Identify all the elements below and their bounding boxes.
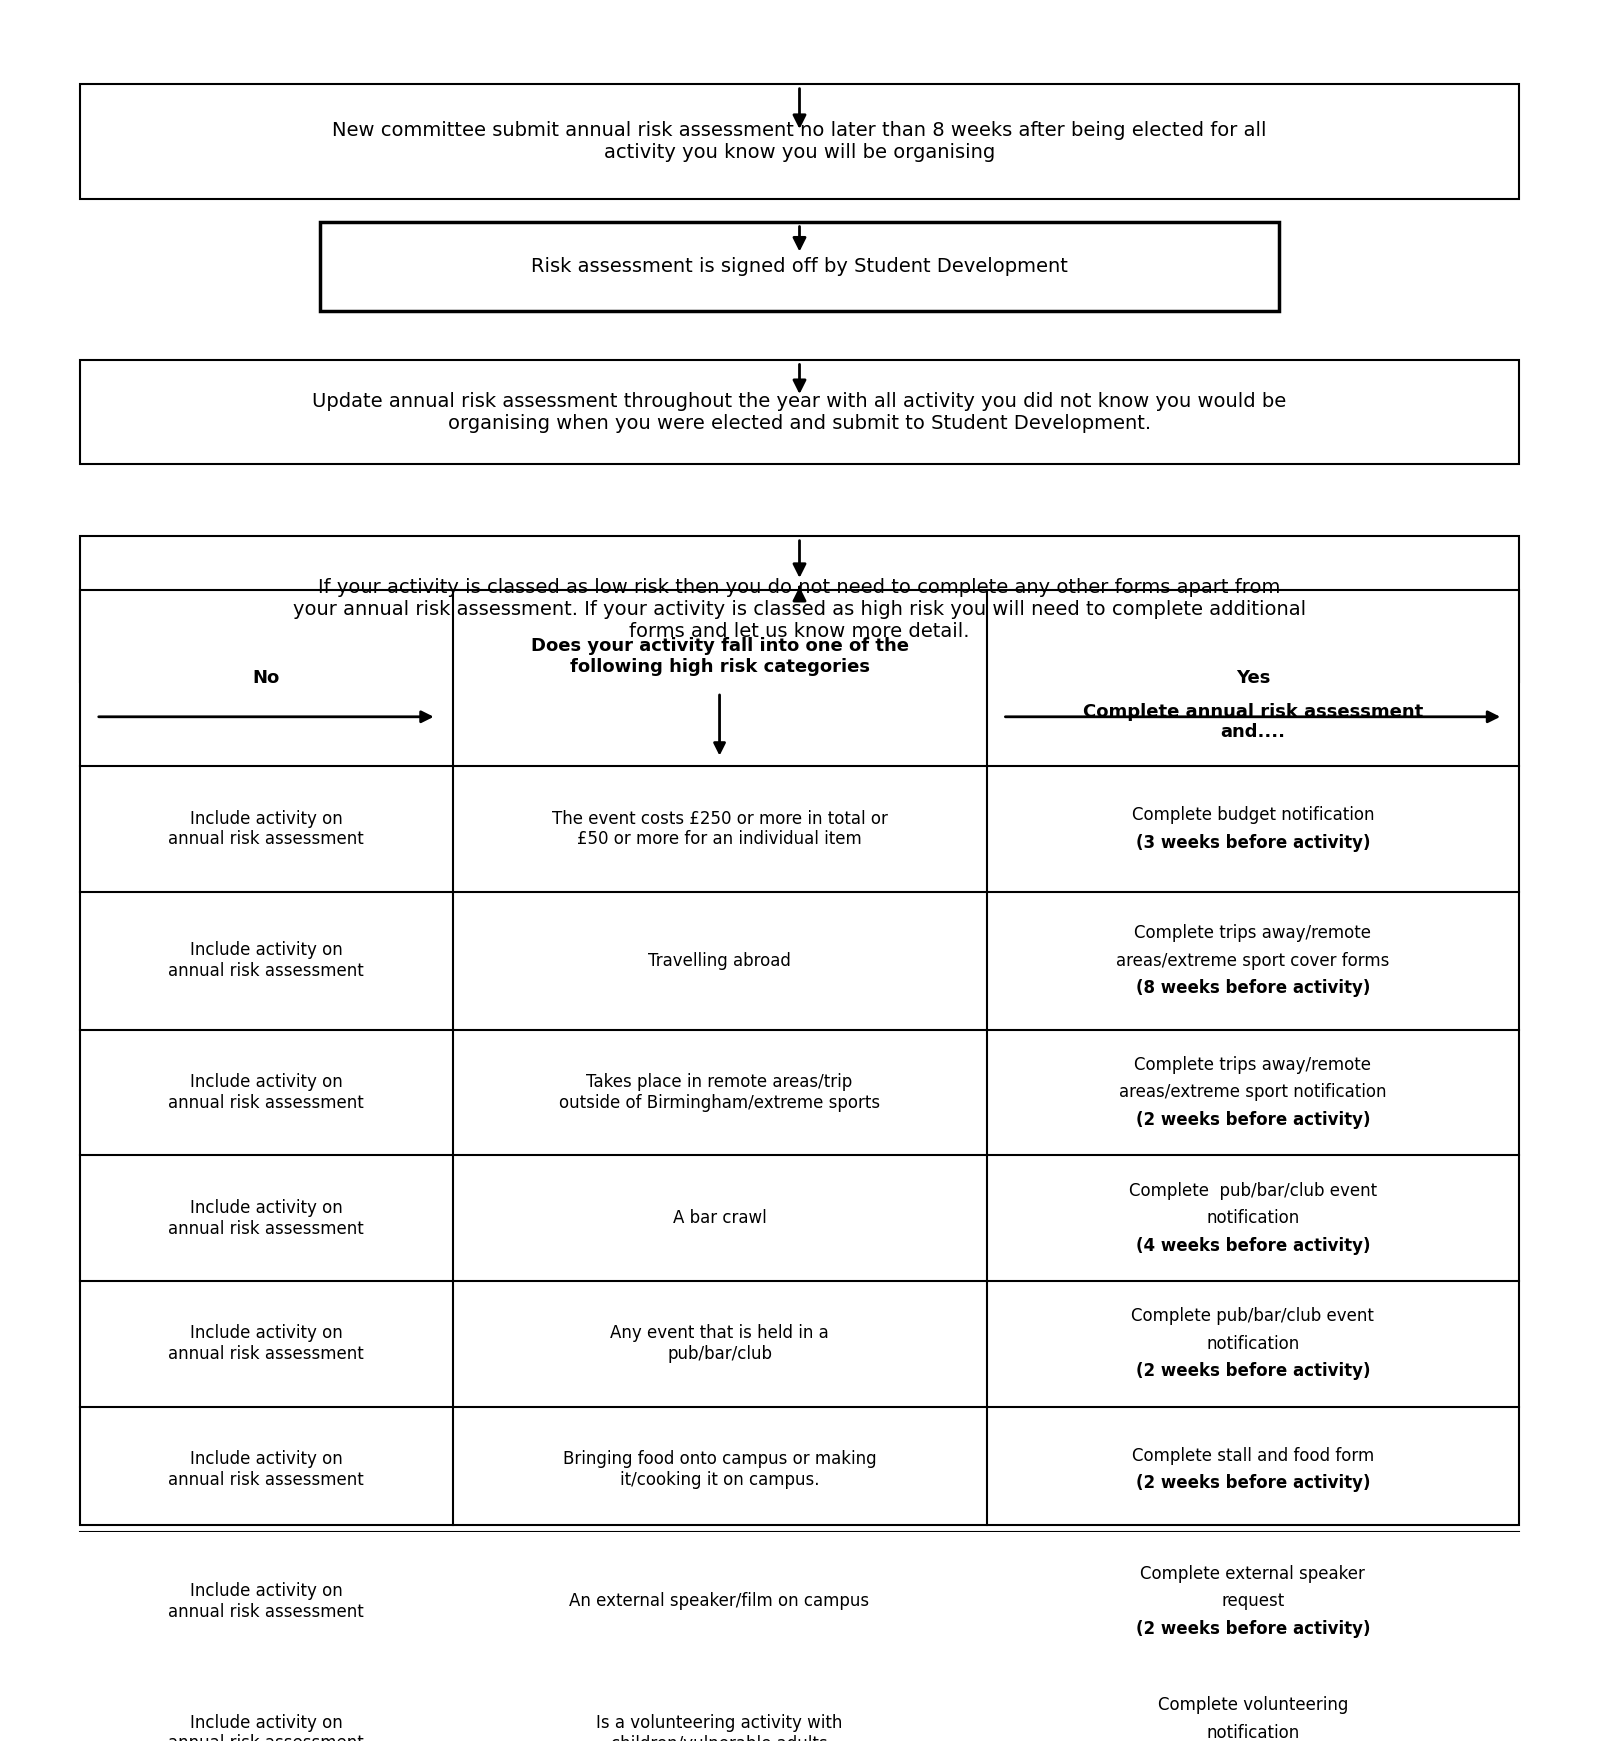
Text: request: request <box>1222 1593 1284 1610</box>
Text: Include activity on
annual risk assessment: Include activity on annual risk assessme… <box>168 1325 365 1363</box>
Text: Include activity on
annual risk assessment: Include activity on annual risk assessme… <box>168 1583 365 1621</box>
Text: (8 weeks before activity): (8 weeks before activity) <box>1135 978 1370 998</box>
Text: Does your activity fall into one of the
following high risk categories: Does your activity fall into one of the … <box>531 637 908 676</box>
Text: Takes place in remote areas/trip
outside of Birmingham/extreme sports: Takes place in remote areas/trip outside… <box>560 1072 879 1112</box>
Text: Complete trips away/remote: Complete trips away/remote <box>1134 1057 1372 1074</box>
Text: notification: notification <box>1206 1210 1300 1227</box>
Text: Risk assessment is signed off by Student Development: Risk assessment is signed off by Student… <box>531 258 1068 277</box>
Text: Complete volunteering: Complete volunteering <box>1158 1696 1348 1715</box>
Text: Include activity on
annual risk assessment: Include activity on annual risk assessme… <box>168 942 365 980</box>
Text: Any event that is held in a
pub/bar/club: Any event that is held in a pub/bar/club <box>611 1325 828 1363</box>
Text: Include activity on
annual risk assessment: Include activity on annual risk assessme… <box>168 1072 365 1112</box>
Text: Complete budget notification: Complete budget notification <box>1132 806 1374 823</box>
Text: Yes: Yes <box>1236 669 1270 688</box>
Text: New committee submit annual risk assessment no later than 8 weeks after being el: New committee submit annual risk assessm… <box>333 122 1266 162</box>
FancyBboxPatch shape <box>80 360 1519 465</box>
FancyBboxPatch shape <box>80 536 1519 682</box>
Text: Include activity on
annual risk assessment: Include activity on annual risk assessme… <box>168 1450 365 1489</box>
FancyBboxPatch shape <box>80 84 1519 198</box>
Text: (3 weeks before activity): (3 weeks before activity) <box>1135 834 1370 851</box>
Text: areas/extreme sport cover forms: areas/extreme sport cover forms <box>1116 952 1390 970</box>
Text: Include activity on
annual risk assessment: Include activity on annual risk assessme… <box>168 1200 365 1238</box>
Text: Complete stall and food form: Complete stall and food form <box>1132 1447 1374 1464</box>
Text: Update annual risk assessment throughout the year with all activity you did not : Update annual risk assessment throughout… <box>312 392 1287 434</box>
Text: Include activity on
annual risk assessment: Include activity on annual risk assessme… <box>168 810 365 848</box>
Text: Is a volunteering activity with
children/vulnerable adults: Is a volunteering activity with children… <box>596 1713 843 1741</box>
Text: No: No <box>253 669 280 688</box>
Text: Include activity on
annual risk assessment: Include activity on annual risk assessme… <box>168 1713 365 1741</box>
Text: Complete  pub/bar/club event: Complete pub/bar/club event <box>1129 1182 1377 1200</box>
Text: notification: notification <box>1206 1335 1300 1353</box>
Text: (2 weeks before activity): (2 weeks before activity) <box>1135 1363 1370 1381</box>
Text: A bar crawl: A bar crawl <box>673 1210 766 1227</box>
Text: Complete pub/bar/club event: Complete pub/bar/club event <box>1132 1307 1374 1325</box>
Text: Complete annual risk assessment
and....: Complete annual risk assessment and.... <box>1083 703 1423 742</box>
Text: (4 weeks before activity): (4 weeks before activity) <box>1135 1236 1370 1255</box>
Text: Complete trips away/remote: Complete trips away/remote <box>1134 924 1372 942</box>
Text: The event costs £250 or more in total or
£50 or more for an individual item: The event costs £250 or more in total or… <box>552 810 887 848</box>
Text: (2 weeks before activity): (2 weeks before activity) <box>1135 1619 1370 1638</box>
FancyBboxPatch shape <box>320 223 1279 312</box>
Text: Complete external speaker: Complete external speaker <box>1140 1565 1366 1583</box>
FancyBboxPatch shape <box>80 590 1519 1525</box>
Text: An external speaker/film on campus: An external speaker/film on campus <box>569 1593 870 1610</box>
Text: (2 weeks before activity): (2 weeks before activity) <box>1135 1111 1370 1130</box>
Text: (2 weeks before activity): (2 weeks before activity) <box>1135 1475 1370 1492</box>
Text: areas/extreme sport notification: areas/extreme sport notification <box>1119 1083 1386 1102</box>
Text: notification: notification <box>1206 1724 1300 1741</box>
Text: Travelling abroad: Travelling abroad <box>648 952 792 970</box>
Text: Bringing food onto campus or making
it/cooking it on campus.: Bringing food onto campus or making it/c… <box>563 1450 876 1489</box>
Text: If your activity is classed as low risk then you do not need to complete any oth: If your activity is classed as low risk … <box>293 578 1306 641</box>
